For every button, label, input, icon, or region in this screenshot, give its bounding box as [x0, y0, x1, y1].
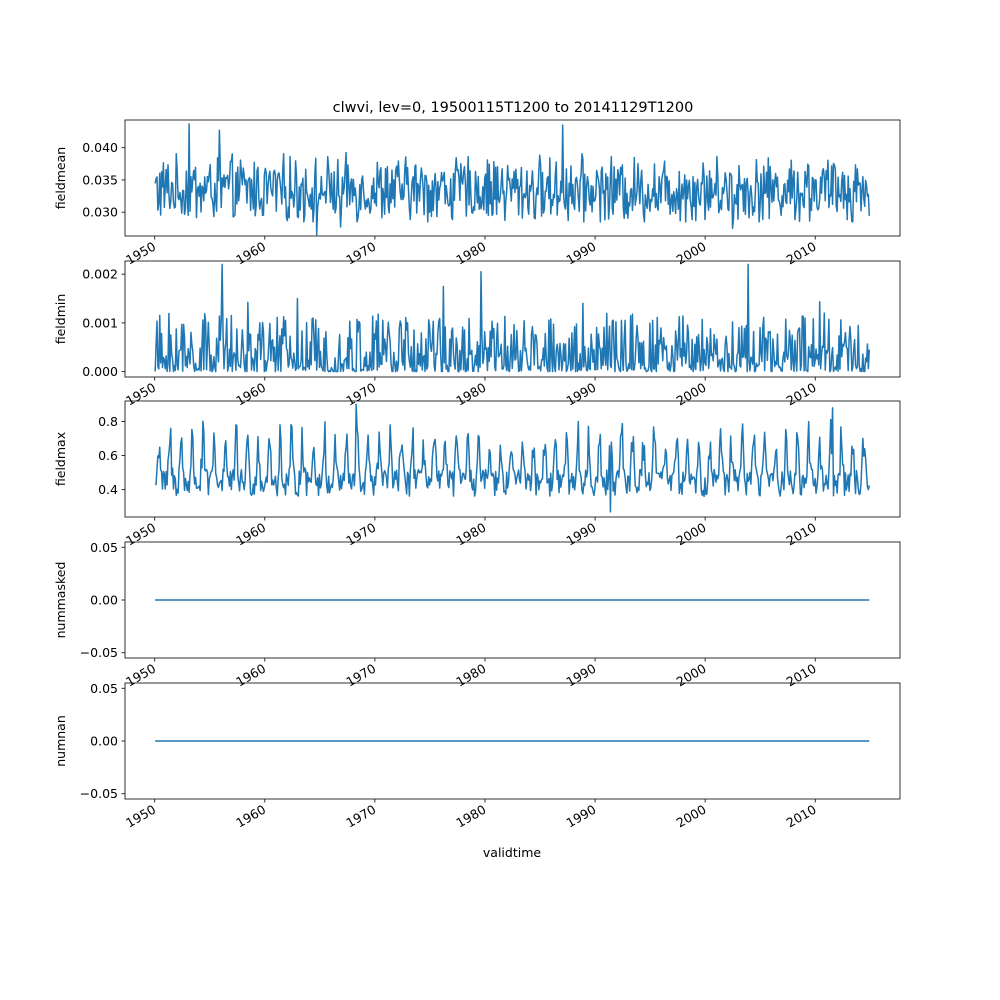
y-tick-label-numnan: −0.05: [80, 786, 118, 801]
y-tick-label-fieldmean: 0.030: [82, 205, 118, 220]
y-axis-label-fieldmax: fieldmax: [53, 432, 68, 486]
y-tick-label-fieldmin: 0.002: [82, 267, 118, 282]
y-axis-label-fieldmean: fieldmean: [53, 147, 68, 209]
figure-title: clwvi, lev=0, 19500115T1200 to 20141129T…: [333, 100, 694, 116]
series-line-fieldmin: [154, 263, 871, 373]
y-tick-label-numnan: 0.00: [90, 734, 118, 749]
y-tick-label-fieldmax: 0.8: [98, 414, 118, 429]
x-axis-label: validtime: [483, 845, 541, 860]
axes-frame-fieldmin: [124, 260, 901, 378]
y-axis-label-numnan: numnan: [53, 715, 68, 767]
axes-frame-fieldmax: [124, 400, 901, 518]
series-line-fieldmax: [154, 403, 871, 513]
y-tick-label-fieldmin: 0.001: [82, 315, 118, 330]
y-tick-label-fieldmax: 0.6: [98, 448, 118, 463]
y-tick-label-numnan: 0.05: [90, 681, 118, 696]
y-tick-label-fieldmean: 0.040: [82, 140, 118, 155]
y-axis-label-nummasked: nummasked: [53, 562, 68, 639]
y-tick-label-nummasked: 0.05: [90, 540, 118, 555]
y-tick-label-fieldmean: 0.035: [82, 172, 118, 187]
y-axis-label-fieldmin: fieldmin: [53, 294, 68, 345]
y-tick-label-nummasked: −0.05: [80, 645, 118, 660]
y-tick-label-fieldmin: 0.000: [82, 364, 118, 379]
axes-frame-fieldmean: [124, 119, 901, 237]
y-tick-label-fieldmax: 0.4: [98, 482, 118, 497]
series-line-fieldmean: [154, 123, 871, 236]
y-tick-label-nummasked: 0.00: [90, 593, 118, 608]
